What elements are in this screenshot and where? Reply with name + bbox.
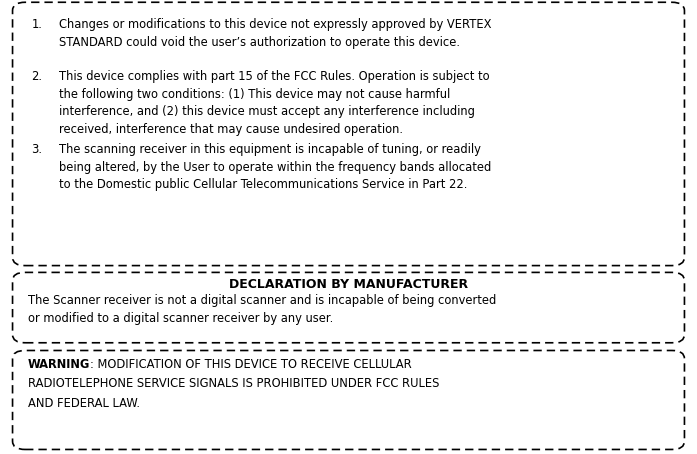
- Text: : MODIFICATION OF THIS DEVICE TO RECEIVE CELLULAR: : MODIFICATION OF THIS DEVICE TO RECEIVE…: [90, 358, 412, 371]
- Text: DECLARATION BY MANUFACTURER: DECLARATION BY MANUFACTURER: [229, 278, 468, 291]
- Text: Changes or modifications to this device not expressly approved by VERTEX
STANDAR: Changes or modifications to this device …: [59, 18, 492, 49]
- Text: WARNING: WARNING: [28, 358, 90, 371]
- Text: 3.: 3.: [31, 143, 43, 156]
- Text: The Scanner receiver is not a digital scanner and is incapable of being converte: The Scanner receiver is not a digital sc…: [28, 294, 496, 325]
- Text: RADIOTELEPHONE SERVICE SIGNALS IS PROHIBITED UNDER FCC RULES: RADIOTELEPHONE SERVICE SIGNALS IS PROHIB…: [28, 377, 439, 390]
- Text: AND FEDERAL LAW.: AND FEDERAL LAW.: [28, 397, 140, 410]
- Text: The scanning receiver in this equipment is incapable of tuning, or readily
being: The scanning receiver in this equipment …: [59, 143, 491, 191]
- Text: 2.: 2.: [31, 70, 43, 84]
- Text: 1.: 1.: [31, 18, 43, 31]
- Text: This device complies with part 15 of the FCC Rules. Operation is subject to
the : This device complies with part 15 of the…: [59, 70, 490, 136]
